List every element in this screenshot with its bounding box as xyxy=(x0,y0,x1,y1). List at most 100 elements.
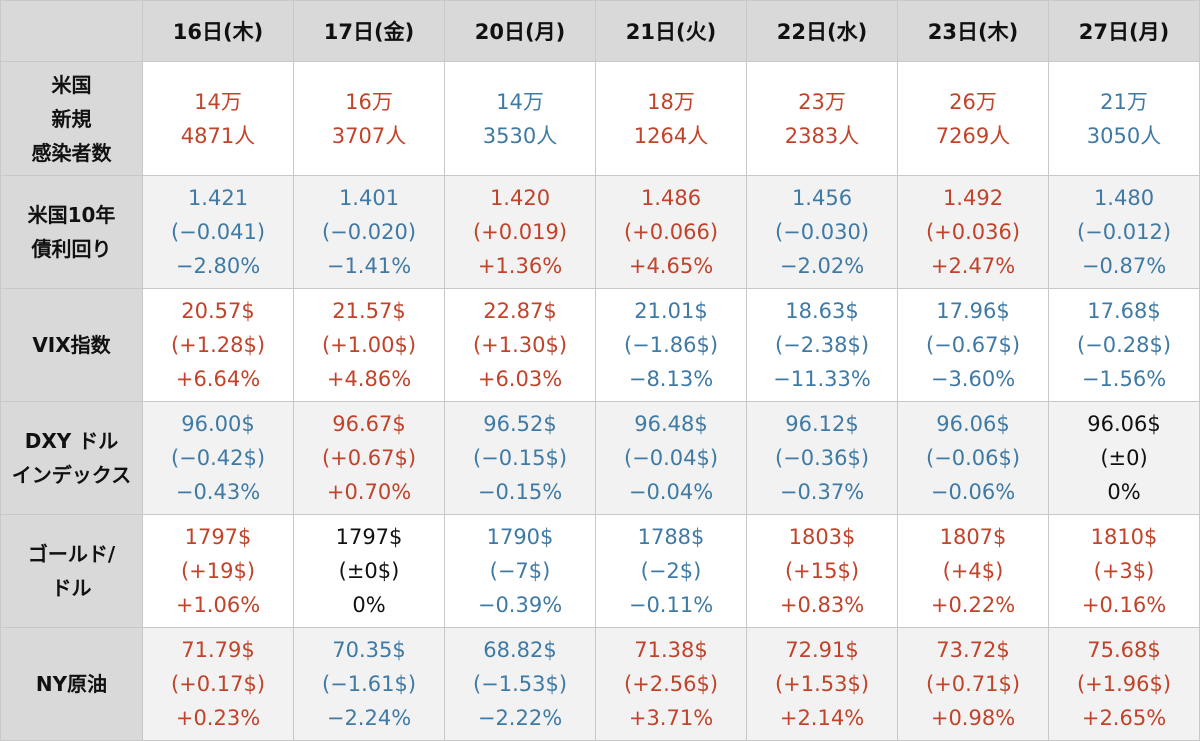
table-row: ゴールド/ドル 1797$ (+19$) +1.06% 1797$ (±0$) 0% 1790… xyxy=(0,514,1200,628)
cell-value: 96.52$ xyxy=(483,412,557,436)
cell-change: (+1.28$) xyxy=(170,333,266,357)
cell-change: (−0.030) xyxy=(774,220,870,244)
cell-value: 14万 xyxy=(496,89,544,114)
header-corner xyxy=(0,0,143,62)
cell-value: 1.421 xyxy=(187,186,249,210)
data-cell: 21.01$ (−1.86$) −8.13% xyxy=(595,288,747,402)
cell-value: 1.456 xyxy=(791,186,853,210)
cell-value: 1797$ xyxy=(184,525,252,549)
cell-value: 21.57$ xyxy=(332,299,406,323)
cell-value: 21万 xyxy=(1100,89,1148,114)
table-row: 米国10年 債利回り 1.421 (−0.041) −2.80% 1.401 (−0.020… xyxy=(0,175,1200,289)
cell-percent: +1.36% xyxy=(477,254,563,278)
data-cell: 96.48$ (−0.04$) −0.04% xyxy=(595,401,747,515)
cell-change: (−0.020) xyxy=(321,220,417,244)
row-label-line: 感染者数 xyxy=(31,140,112,165)
cell-value: 18万 xyxy=(647,89,695,114)
cell-percent: 0% xyxy=(1107,480,1141,504)
cell-percent: −0.87% xyxy=(1081,254,1167,278)
cell-change: (+1.00$) xyxy=(321,333,417,357)
data-cell: 1797$ (±0$) 0% xyxy=(293,514,445,628)
cell-change: (+1.96$) xyxy=(1076,672,1172,696)
row-label-line: NY原油 xyxy=(35,672,108,696)
cell-change: (+0.71$) xyxy=(925,672,1021,696)
cell-change: (−0.28$) xyxy=(1076,333,1172,357)
data-cell: 1803$ (+15$) +0.83% xyxy=(746,514,898,628)
cell-value: 1.420 xyxy=(489,186,551,210)
cell-percent: +2.65% xyxy=(1081,706,1167,730)
cell-value: 73.72$ xyxy=(936,638,1010,662)
cell-value: 71.79$ xyxy=(181,638,255,662)
cell-percent: −3.60% xyxy=(930,367,1016,391)
cell-change: 3530人 xyxy=(482,123,558,148)
data-cell: 18万 1264人 xyxy=(595,61,747,176)
cell-value: 70.35$ xyxy=(332,638,406,662)
data-cell: 75.68$ (+1.96$) +2.65% xyxy=(1048,627,1200,741)
cell-percent: +0.22% xyxy=(930,593,1016,617)
cell-value: 26万 xyxy=(949,89,997,114)
cell-change: (+4$) xyxy=(942,559,1004,583)
cell-change: (+0.066) xyxy=(623,220,719,244)
cell-value: 23万 xyxy=(798,89,846,114)
cell-value: 1790$ xyxy=(486,525,554,549)
cell-change: 3707人 xyxy=(331,123,407,148)
cell-value: 1.480 xyxy=(1093,186,1155,210)
cell-change: (+0.67$) xyxy=(321,446,417,470)
cell-change: (+19$) xyxy=(180,559,256,583)
cell-value: 96.06$ xyxy=(936,412,1010,436)
cell-change: 7269人 xyxy=(935,123,1011,148)
cell-percent: −0.37% xyxy=(779,480,865,504)
data-cell: 96.67$ (+0.67$) +0.70% xyxy=(293,401,445,515)
row-label: NY原油 xyxy=(0,627,143,741)
data-cell: 23万 2383人 xyxy=(746,61,898,176)
cell-change: (−7$) xyxy=(489,559,551,583)
cell-percent: +0.98% xyxy=(930,706,1016,730)
cell-percent: +0.23% xyxy=(175,706,261,730)
cell-change: 1264人 xyxy=(633,123,709,148)
cell-change: (+0.17$) xyxy=(170,672,266,696)
header-date: 21日(火) xyxy=(595,0,747,62)
header-row: 16日(木) 17日(金) 20日(月) 21日(火) 22日(水) 23日(木… xyxy=(0,0,1200,62)
cell-percent: 0% xyxy=(352,593,386,617)
data-cell: 96.52$ (−0.15$) −0.15% xyxy=(444,401,596,515)
data-cell: 14万 4871人 xyxy=(142,61,294,176)
cell-value: 1.492 xyxy=(942,186,1004,210)
cell-value: 75.68$ xyxy=(1087,638,1161,662)
cell-change: (−0.04$) xyxy=(623,446,719,470)
cell-change: (−2.38$) xyxy=(774,333,870,357)
cell-change: (−0.67$) xyxy=(925,333,1021,357)
data-cell: 1807$ (+4$) +0.22% xyxy=(897,514,1049,628)
row-label-line: 米国10年 xyxy=(27,203,116,227)
header-date: 22日(水) xyxy=(746,0,898,62)
data-cell: 96.06$ (−0.06$) −0.06% xyxy=(897,401,1049,515)
data-cell: 1810$ (+3$) +0.16% xyxy=(1048,514,1200,628)
cell-value: 17.68$ xyxy=(1087,299,1161,323)
cell-value: 20.57$ xyxy=(181,299,255,323)
cell-change: (+1.30$) xyxy=(472,333,568,357)
header-date: 20日(月) xyxy=(444,0,596,62)
row-label: VIX指数 xyxy=(0,288,143,402)
cell-percent: −8.13% xyxy=(628,367,714,391)
cell-change: (−1.53$) xyxy=(472,672,568,696)
row-label-line: DXY ドル xyxy=(24,429,119,453)
cell-percent: −1.41% xyxy=(326,254,412,278)
data-cell: 17.96$ (−0.67$) −3.60% xyxy=(897,288,1049,402)
cell-change: (+1.53$) xyxy=(774,672,870,696)
data-cell: 17.68$ (−0.28$) −1.56% xyxy=(1048,288,1200,402)
data-cell: 20.57$ (+1.28$) +6.64% xyxy=(142,288,294,402)
data-cell: 1788$ (−2$) −0.11% xyxy=(595,514,747,628)
data-cell: 26万 7269人 xyxy=(897,61,1049,176)
data-cell: 1.421 (−0.041) −2.80% xyxy=(142,175,294,289)
cell-change: (−0.15$) xyxy=(472,446,568,470)
data-cell: 22.87$ (+1.30$) +6.03% xyxy=(444,288,596,402)
table-row: VIX指数 20.57$ (+1.28$) +6.64% 21.57$ (+1.00$) +… xyxy=(0,288,1200,402)
data-cell: 68.82$ (−1.53$) −2.22% xyxy=(444,627,596,741)
header-date: 16日(木) xyxy=(142,0,294,62)
data-cell: 18.63$ (−2.38$) −11.33% xyxy=(746,288,898,402)
cell-change: (+0.019) xyxy=(472,220,568,244)
row-label: DXY ドル インデックス xyxy=(0,401,143,515)
cell-percent: +4.86% xyxy=(326,367,412,391)
cell-change: 3050人 xyxy=(1086,123,1162,148)
cell-value: 96.48$ xyxy=(634,412,708,436)
